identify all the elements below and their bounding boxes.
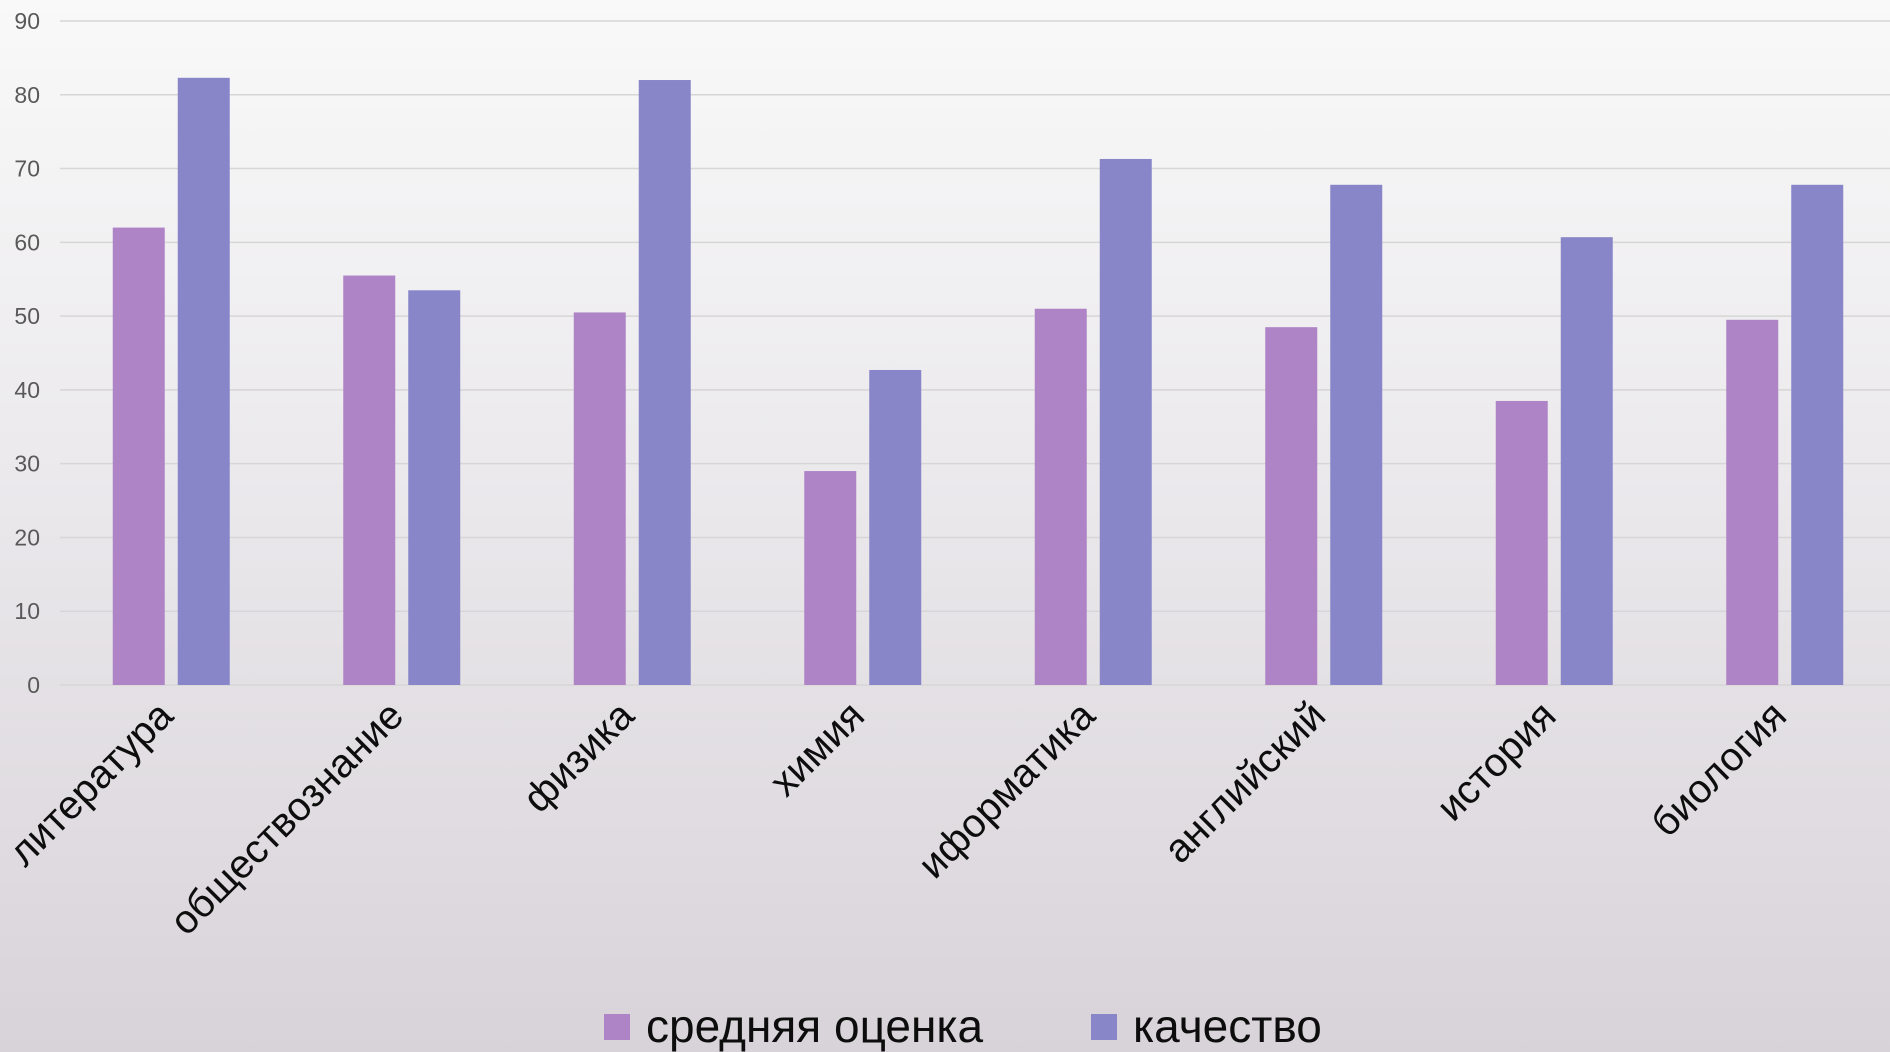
legend: средняя оценка качество — [604, 1000, 1322, 1052]
y-tick-label: 70 — [14, 156, 40, 182]
x-tick-label: обществознание — [162, 693, 412, 943]
bar-quality — [1330, 184, 1383, 685]
bar-average-grade — [804, 471, 857, 685]
y-tick-label: 50 — [14, 303, 40, 329]
bar-average-grade — [112, 227, 165, 686]
bar-quality — [177, 77, 230, 685]
x-tick-label: история — [1428, 693, 1564, 829]
legend-label: средняя оценка — [646, 1000, 984, 1052]
bar-average-grade — [1726, 319, 1779, 685]
bar-quality — [869, 369, 922, 685]
y-tick-label: 40 — [14, 377, 40, 403]
bars — [112, 77, 1844, 686]
x-tick-label: биология — [1643, 693, 1795, 845]
bar-quality — [408, 290, 461, 685]
bar-average-grade — [1034, 308, 1087, 685]
bar-quality — [638, 80, 691, 686]
bar-quality — [1099, 158, 1152, 685]
y-tick-label: 80 — [14, 82, 40, 108]
bar-average-grade — [1495, 400, 1548, 685]
y-tick-label: 10 — [14, 598, 40, 624]
x-tick-label: литература — [0, 693, 182, 875]
gridlines — [60, 20, 1890, 686]
x-tick-label: физика — [515, 693, 643, 821]
legend-label: качество — [1133, 1000, 1322, 1052]
bar-average-grade — [343, 275, 396, 685]
y-tick-label: 30 — [14, 451, 40, 477]
y-tick-label: 90 — [14, 8, 40, 34]
bar-average-grade — [1265, 327, 1318, 685]
x-tick-label: химия — [761, 693, 873, 805]
legend-swatch — [1091, 1014, 1117, 1040]
y-axis-ticks: 0 10 20 30 40 50 60 70 80 90 — [14, 8, 40, 698]
y-tick-label: 0 — [27, 672, 40, 698]
bar-average-grade — [573, 312, 626, 685]
x-tick-label: английский — [1156, 693, 1334, 871]
legend-swatch — [604, 1014, 630, 1040]
bar-quality — [1560, 237, 1613, 685]
y-tick-label: 20 — [14, 524, 40, 550]
bar-quality — [1791, 184, 1844, 685]
y-tick-label: 60 — [14, 229, 40, 255]
x-tick-label: иформатика — [910, 693, 1104, 887]
